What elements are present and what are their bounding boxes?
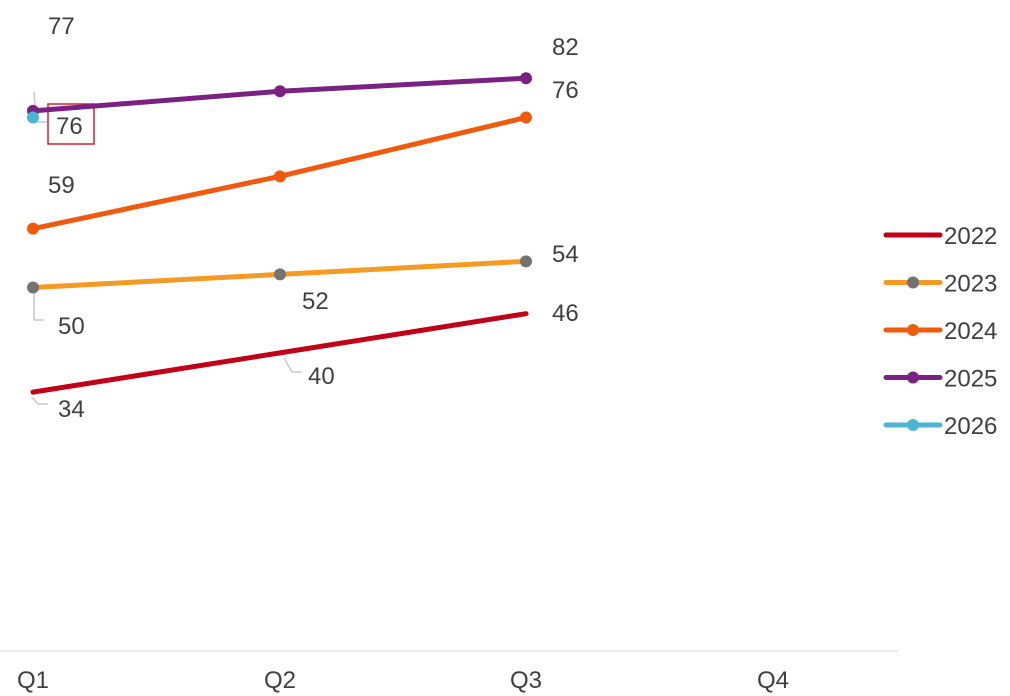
- legend-marker-2025: [907, 371, 919, 384]
- x-tick-label-q1: Q1: [17, 667, 49, 694]
- legend-label-2023: 2023: [944, 271, 997, 298]
- data-point-2025-q2: [274, 85, 286, 98]
- x-tick-label-q2: Q2: [264, 667, 296, 694]
- selected-label-box: [47, 103, 95, 145]
- legend-marker-2024: [907, 324, 919, 336]
- data-labels: 34 40 46 50 52 54 59 76 77 82 76: [48, 13, 579, 423]
- series-line-2022: [30, 311, 529, 395]
- callout-line-2022-q2: [283, 357, 302, 373]
- legend-label-2026: 2026: [944, 413, 997, 440]
- x-axis-ticks: Q1 Q2 Q3 Q4: [17, 667, 789, 694]
- data-label-2022-q3: 46: [552, 300, 579, 327]
- data-label-2024-q1: 59: [48, 172, 75, 199]
- data-point-2026-q1: [27, 111, 39, 124]
- legend-label-2024: 2024: [944, 318, 997, 345]
- series-markers: [27, 72, 532, 294]
- data-point-2023-q1: [27, 281, 39, 294]
- series-lines: [30, 75, 529, 395]
- legend-item-2023: 2023: [883, 271, 997, 298]
- data-label-2023-q2: 52: [302, 288, 329, 315]
- data-point-2024-q2: [274, 170, 286, 183]
- data-label-2026-q1: 76: [56, 113, 83, 140]
- legend-item-2022: 2022: [883, 223, 997, 250]
- x-tick-label-q4: Q4: [757, 667, 789, 694]
- legend: 2022 2023 2024 2025 2026: [883, 223, 997, 440]
- legend-label-2022: 2022: [944, 223, 997, 250]
- legend-item-2024: 2024: [883, 318, 997, 345]
- data-label-2022-q1: 34: [58, 396, 85, 423]
- data-label-2025-q1: 77: [48, 13, 75, 40]
- legend-item-2025: 2025: [883, 366, 997, 393]
- data-label-2024-q3: 76: [552, 77, 579, 104]
- data-point-2025-q3: [520, 72, 532, 85]
- legend-marker-2023: [907, 276, 919, 289]
- data-label-2023-q1: 50: [58, 313, 85, 340]
- legend-marker-2026: [907, 419, 919, 431]
- data-point-2023-q3: [520, 255, 532, 268]
- data-point-2024-q1: [27, 222, 39, 235]
- callout-line-2023-q1: [33, 292, 44, 321]
- legend-label-2025: 2025: [944, 366, 997, 393]
- data-point-2024-q3: [520, 111, 532, 124]
- data-point-2023-q2: [274, 268, 286, 281]
- data-label-2025-q3: 82: [552, 34, 579, 61]
- x-tick-label-q3: Q3: [510, 667, 542, 694]
- callout-line-2022-q1: [31, 396, 48, 405]
- legend-item-2026: 2026: [883, 413, 997, 440]
- data-label-2023-q3: 54: [552, 241, 579, 268]
- data-label-2022-q2: 40: [308, 363, 335, 390]
